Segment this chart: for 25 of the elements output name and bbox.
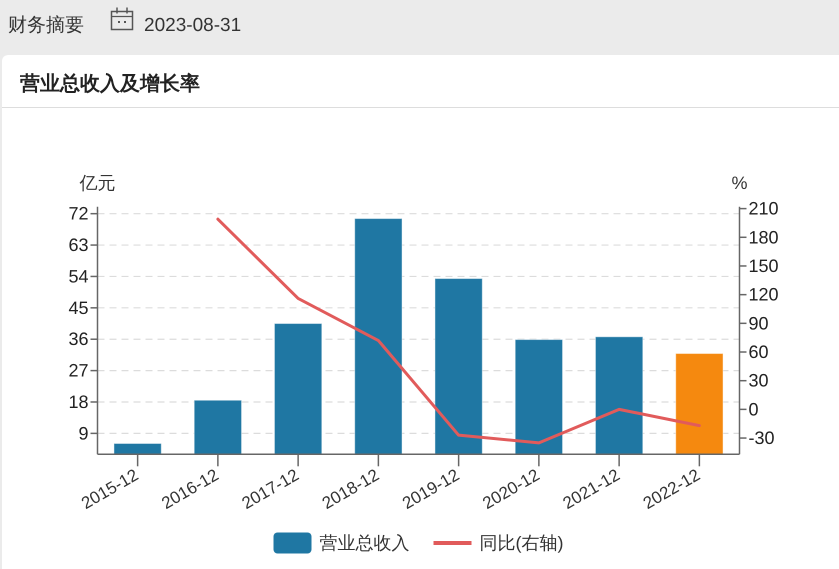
text: 财务摘要 [8,15,84,36]
chart-title: 营业总收入及增长率 [19,72,200,95]
y2-tick-label: -30 [748,428,775,448]
y-tick-label: 27 [68,360,88,381]
y-tick-label: 9 [78,423,88,444]
y2-axis-title: % [731,173,748,193]
y-tick-label: 63 [68,235,88,256]
y-tick-label: 45 [68,298,88,318]
line-series [216,218,701,444]
text: 2023-08-31 [144,15,242,36]
y2-tick-label: 210 [748,198,779,219]
y2-tick-label: 0 [748,399,759,420]
y2-tick-label: 30 [748,370,769,391]
y2-tick-label: 150 [748,256,779,276]
y2-tick-label: 90 [748,313,769,334]
legend-label: 同比(右轴) [480,533,564,553]
y-tick-label: 18 [68,392,88,412]
y-tick-label: 36 [68,329,88,350]
y-tick-label: 72 [68,204,88,224]
y-tick-label: 54 [68,266,88,286]
y2-tick-label: 60 [748,342,769,362]
y2-tick-label: 120 [748,284,779,305]
legend-label: 营业总收入 [320,533,410,553]
y-axis-title: 亿元 [78,173,116,193]
y2-tick-label: 180 [748,227,779,248]
